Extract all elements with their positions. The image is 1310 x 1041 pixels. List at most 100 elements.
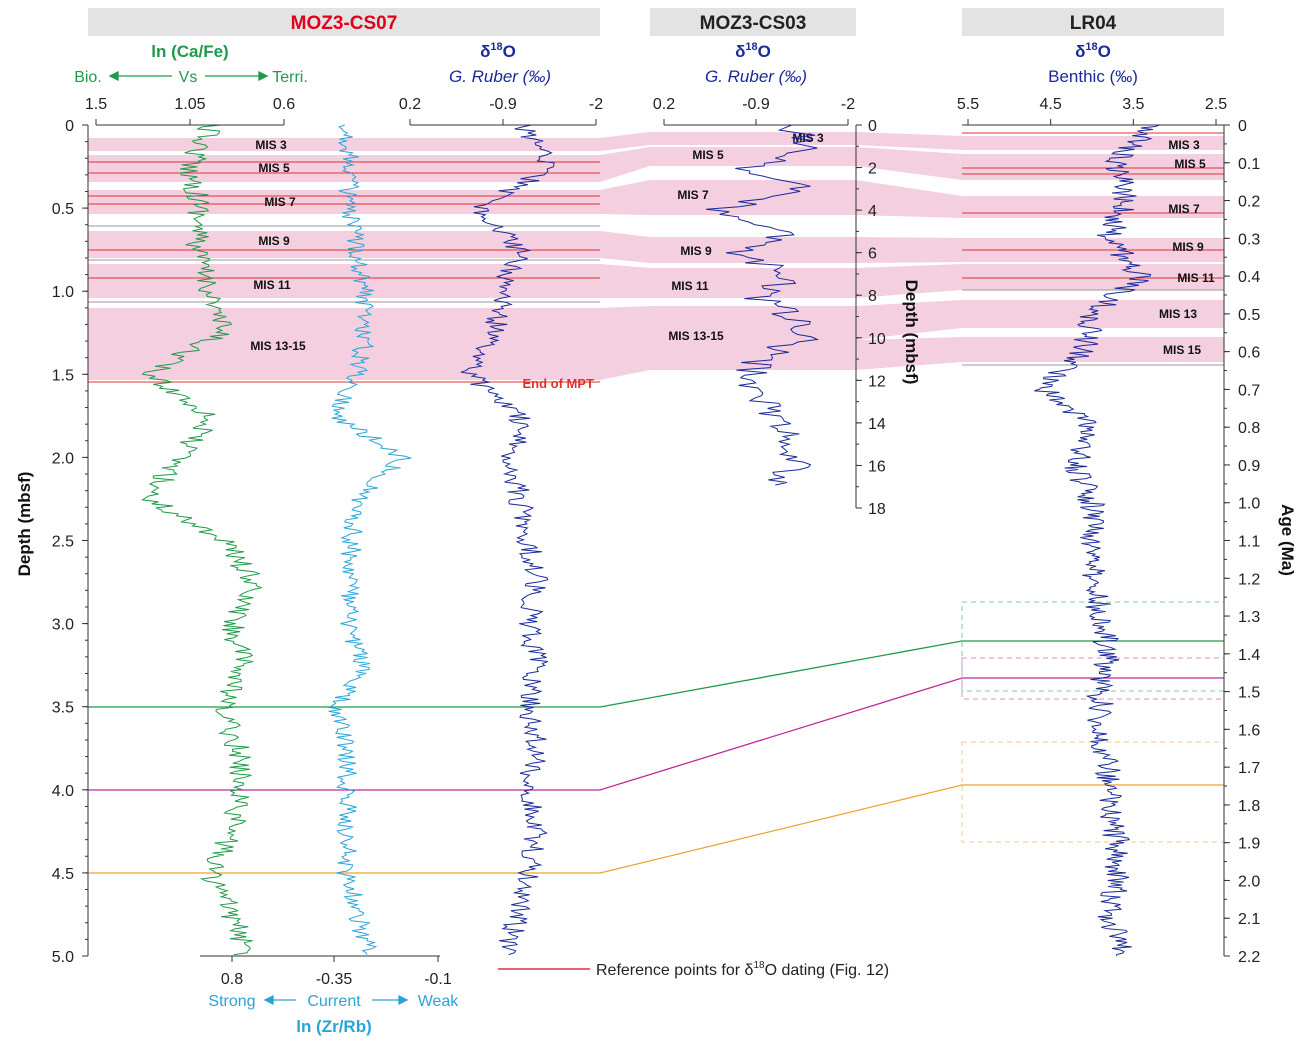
cs03-d18o-trace	[705, 124, 820, 486]
cs07-depth-tick-label: 2.5	[52, 534, 74, 551]
panel-header-cs03	[650, 8, 856, 36]
lr04-age-tick-label: 0.8	[1238, 420, 1260, 437]
zrrb-arrow-right-label: Weak	[418, 993, 460, 1010]
cafe-trace	[141, 124, 263, 956]
zrrb-bottom-tick-label: 0.8	[221, 971, 243, 988]
cs07-d18o-sublabel: G. Ruber (‰)	[449, 67, 551, 86]
cs07-cs03-band-connectors	[600, 132, 650, 380]
lr04-age-tick-label: 1.6	[1238, 722, 1260, 739]
zrrb-arrow-mid-label: Current	[307, 993, 361, 1010]
cs03-mis-11: MIS 11	[671, 279, 709, 293]
cs07-mis-13-15: MIS 13-15	[250, 339, 306, 353]
cs03-mis-7: MIS 7	[677, 188, 709, 202]
cafe-arrow-left-label: Bio.	[74, 69, 102, 86]
cafe-top-tick-label: 1.5	[85, 96, 107, 113]
panel-title-cs03: MOZ3-CS03	[700, 13, 807, 34]
cs07-d18o-axis-label: δ18O	[480, 41, 516, 61]
lr04-mis-13: MIS 13	[1159, 307, 1197, 321]
cs07-mis-3: MIS 3	[255, 138, 287, 152]
cs03-depth-tick-label: 16	[868, 458, 886, 475]
panel-title-lr04: LR04	[1070, 13, 1117, 34]
end-of-mpt-label: End of MPT	[523, 376, 595, 391]
cs07-depth-tick-label: 3.0	[52, 617, 74, 634]
tie-line-green	[88, 640, 1224, 708]
lr04-mis-bands	[962, 136, 1224, 362]
panel-title-cs07: MOZ3-CS07	[291, 13, 398, 34]
cs03-depth-tick-label: 0	[868, 118, 877, 135]
lr04-age-tick-label: 0.4	[1238, 269, 1260, 286]
svg-text:δ18O: δ18O	[1075, 41, 1111, 61]
cs03-depth-axis-title: Depth (mbsf)	[902, 280, 921, 385]
lr04-mis-5: MIS 5	[1174, 157, 1206, 171]
lr04-age-tick-label: 0.7	[1238, 382, 1260, 399]
lr04-age-tick-label: 0.5	[1238, 307, 1260, 324]
cs07-depth-tick-label: 1.5	[52, 367, 74, 384]
lr04-age-tick-label: 0.6	[1238, 345, 1260, 362]
cafe-arrow-right-label: Terri.	[272, 69, 308, 86]
lr04-d18o-sublabel: Benthic (‰)	[1048, 67, 1138, 86]
cafe-arrow-mid-label: Vs	[179, 69, 198, 86]
legend-text: Reference points for δ18O dating (Fig. 1…	[596, 960, 889, 979]
cs03-depth-tick-label: 4	[868, 203, 877, 220]
lr04-age-tick-label: 0.3	[1238, 231, 1260, 248]
lr04-mis-11: MIS 11	[1177, 271, 1215, 285]
cafe-top-tick-label: 0.6	[273, 96, 295, 113]
cs07-mis-bands	[88, 138, 600, 380]
lr04-mis-3: MIS 3	[1168, 138, 1200, 152]
panel-header-lr04	[962, 8, 1224, 36]
cs03-d18o-axis-label: δ18O	[735, 41, 771, 61]
lr04-age-tick-label: 1.3	[1238, 609, 1260, 626]
lr04-mis-15: MIS 15	[1163, 343, 1201, 357]
lr04-age-tick-label: 1.4	[1238, 647, 1260, 664]
zrrb-arrow-icon	[263, 994, 409, 1006]
cs03-depth-tick-label: 10	[868, 331, 886, 348]
cs07-mis-labels: MIS 3 MIS 5 MIS 7 MIS 9 MIS 11 MIS 13-15	[250, 138, 306, 353]
cs07-mis-5: MIS 5	[258, 161, 290, 175]
zrrb-arrow-left-label: Strong	[208, 993, 255, 1010]
lr04-d18o-trace	[1034, 124, 1160, 957]
cs07-d18o-trace	[460, 124, 555, 956]
svg-text:δ18O: δ18O	[735, 41, 771, 61]
cs03-d18o-sublabel: G. Ruber (‰)	[705, 67, 807, 86]
zrrb-trace	[327, 124, 412, 955]
cs07-depth-tick-label: 4.0	[52, 783, 74, 800]
lr04-age-tick-label: 0.2	[1238, 194, 1260, 211]
cs03-lr04-band-connectors	[856, 132, 962, 370]
lr04-age-tick-label: 1.7	[1238, 760, 1260, 777]
cs07-depth-tick-label: 3.5	[52, 700, 74, 717]
lr04-mis-labels: MIS 3 MIS 5 MIS 7 MIS 9 MIS 11 MIS 13 MI…	[1159, 138, 1215, 357]
cs03-depth-tick-label: 14	[868, 416, 886, 433]
cs07-d18o-top-tick-label: -2	[589, 96, 603, 113]
grey-boundary-lines	[88, 225, 1224, 366]
lr04-age-tick-label: 1.0	[1238, 496, 1260, 513]
lr04-age-tick-label: 2.0	[1238, 873, 1260, 890]
cs07-mis-9: MIS 9	[258, 234, 290, 248]
cs07-depth-tick-label: 4.5	[52, 866, 74, 883]
cs03-depth-tick-label: 12	[868, 373, 886, 390]
tie-lines	[88, 640, 1224, 874]
cs07-depth-axis-title: Depth (mbsf)	[15, 472, 34, 577]
lr04-age-tick-label: 1.5	[1238, 685, 1260, 702]
lr04-mis-7: MIS 7	[1168, 202, 1200, 216]
cs07-mis-7: MIS 7	[264, 195, 296, 209]
lr04-top-tick-label: 2.5	[1205, 96, 1227, 113]
zrrb-axis-label: ln (Zr/Rb)	[296, 1017, 372, 1036]
lr04-top-tick-label: 3.5	[1122, 96, 1144, 113]
lr04-age-tick-label: 0	[1238, 118, 1247, 135]
svg-text:δ18O: δ18O	[480, 41, 516, 61]
cafe-top-tick-label: 1.05	[174, 96, 205, 113]
cs03-depth-tick-label: 6	[868, 246, 877, 263]
axes: 0 0.5 1.0 1.5 2.0 2.5 3.0 3.5 4.0 4.5 5.0 1.5 1.05 0.…	[52, 96, 1261, 988]
cs03-depth-tick-label: 8	[868, 288, 877, 305]
cs03-top-tick-label: -0.9	[742, 96, 770, 113]
cs07-d18o-top-tick-label: 0.2	[399, 96, 421, 113]
cs03-mis-5: MIS 5	[692, 148, 724, 162]
cs03-mis-13-15: MIS 13-15	[668, 329, 724, 343]
lr04-age-tick-label: 1.9	[1238, 836, 1260, 853]
cs03-depth-tick-label: 2	[868, 161, 877, 178]
lr04-top-tick-label: 4.5	[1040, 96, 1062, 113]
lr04-top-tick-label: 5.5	[957, 96, 979, 113]
tie-line-orange	[88, 784, 1224, 874]
cs03-top-tick-label: -2	[841, 96, 855, 113]
